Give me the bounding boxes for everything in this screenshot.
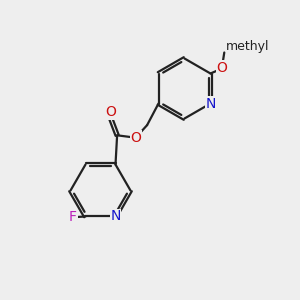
Text: O: O xyxy=(216,61,227,75)
Text: N: N xyxy=(205,97,216,110)
Text: methyl: methyl xyxy=(226,40,269,53)
Text: N: N xyxy=(110,209,121,224)
Text: O: O xyxy=(105,106,116,119)
Text: F: F xyxy=(69,210,77,224)
Text: O: O xyxy=(130,131,141,145)
